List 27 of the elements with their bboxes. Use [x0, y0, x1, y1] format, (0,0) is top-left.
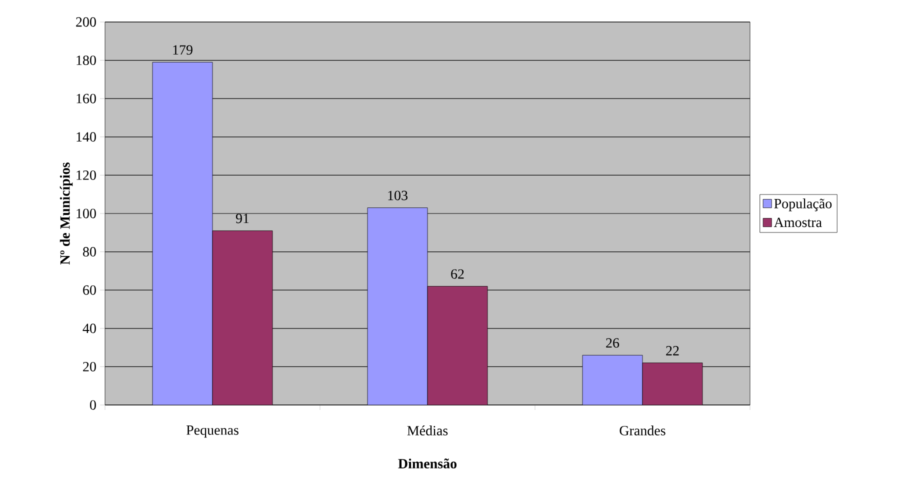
y-tick-label: 180 — [76, 56, 96, 66]
y-tick-label: 200 — [76, 17, 96, 27]
y-tick-label: 60 — [83, 285, 96, 295]
y-tick-label: 0 — [90, 400, 96, 410]
legend-label: Amostra — [774, 218, 822, 228]
data-label: 91 — [236, 214, 249, 224]
bar — [642, 362, 703, 405]
data-label: 103 — [388, 190, 408, 200]
y-axis-title: Nº de Municípios — [60, 162, 73, 265]
data-label: 62 — [451, 269, 464, 279]
y-tick-label: 20 — [83, 362, 96, 372]
legend-label: População — [774, 198, 832, 212]
x-tick-label: Pequenas — [186, 426, 238, 438]
data-label: 22 — [666, 346, 679, 356]
bar — [212, 230, 273, 405]
y-tick-label: 160 — [76, 94, 96, 104]
data-label: 26 — [606, 338, 620, 348]
y-tick-label: 140 — [76, 132, 96, 142]
data-label: 179 — [173, 45, 192, 55]
y-tick-label: 40 — [82, 324, 96, 334]
y-tick-label: 100 — [76, 208, 96, 218]
y-tick-label: 80 — [83, 247, 96, 257]
x-tick-label: Grandes — [620, 426, 666, 436]
y-tick-label: 120 — [76, 170, 96, 180]
x-axis-title: Dimensão — [398, 458, 457, 468]
bar — [427, 286, 488, 405]
x-tick-label: Médias — [407, 426, 448, 436]
